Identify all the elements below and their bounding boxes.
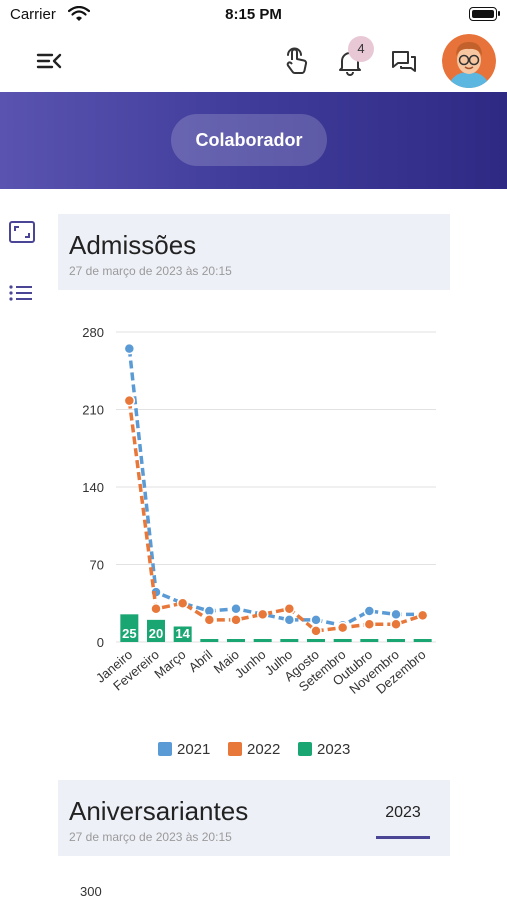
data-point (150, 603, 162, 615)
bar (120, 614, 139, 642)
touch-gesture-icon[interactable] (283, 46, 311, 76)
bar-value-label: 20 (149, 626, 163, 641)
legend-swatch (228, 742, 242, 756)
data-point (310, 614, 322, 626)
data-point (283, 614, 296, 626)
data-point (230, 603, 242, 615)
data-point (390, 608, 402, 621)
status-bar: Carrier 8:15 PM (0, 0, 507, 30)
admissoes-chart: 0 70 140 210 280 Janeiro Fevereiro Março Abril Ma… (58, 290, 450, 768)
year-tab-indicator (376, 836, 430, 839)
admissoes-card-header: Admissões 27 de março de 2023 às 20:15 (58, 214, 450, 290)
top-navigation-bar: 4 (0, 30, 507, 92)
data-point (123, 342, 136, 355)
carrier-label: Carrier (10, 6, 56, 23)
data-point (363, 618, 376, 631)
user-avatar[interactable] (442, 34, 496, 88)
y-tick-label: 0 (97, 635, 104, 650)
x-tick-label: Março (151, 647, 188, 682)
colaborador-tab[interactable]: Colaborador (171, 114, 327, 166)
legend-label: 2022 (247, 741, 280, 758)
data-point (390, 618, 402, 631)
card-title: Aniversariantes (69, 796, 249, 826)
bar (307, 639, 325, 642)
bar (280, 639, 299, 642)
data-point (416, 609, 429, 622)
list-icon[interactable] (8, 282, 34, 304)
data-point (256, 608, 269, 621)
legend-swatch (158, 742, 172, 756)
notification-count-badge: 4 (348, 36, 374, 62)
bar (333, 639, 352, 642)
data-point (336, 621, 349, 634)
x-tick-label: Abril (186, 647, 216, 675)
data-point (363, 605, 376, 617)
y-tick-label: 210 (82, 403, 104, 418)
bar-value-label: 14 (175, 626, 190, 641)
year-tab-2023[interactable]: 2023 (385, 804, 421, 821)
bar (413, 639, 432, 642)
bar (227, 639, 245, 642)
aniversariantes-card-header: Aniversariantes 27 de março de 2023 às 2… (58, 780, 450, 856)
legend-label: 2021 (177, 741, 210, 758)
data-point (283, 603, 296, 615)
legend-swatch (298, 742, 312, 756)
bar (253, 639, 272, 642)
bar (147, 619, 165, 642)
admissoes-chart-svg: 070140210280JaneiroFevereiroMarçoAbrilMa… (82, 325, 436, 758)
y-tick-label: 300 (80, 884, 102, 899)
series-line (127, 400, 424, 633)
data-point (176, 597, 189, 609)
data-point (310, 625, 322, 637)
hero-banner: Colaborador (0, 92, 507, 189)
bar (173, 626, 192, 642)
y-tick-label: 70 (90, 558, 104, 573)
x-tick-label: Junho (232, 647, 269, 681)
y-tick-label: 280 (82, 325, 104, 340)
card-timestamp: 27 de março de 2023 às 20:15 (69, 830, 232, 844)
card-title: Admissões (69, 230, 197, 260)
data-point (230, 614, 242, 626)
bar (387, 639, 405, 642)
wifi-icon (68, 6, 90, 21)
expand-icon[interactable] (8, 220, 36, 244)
bar-value-label: 25 (122, 626, 136, 641)
battery-icon (469, 7, 500, 21)
menu-collapse-icon[interactable] (36, 50, 62, 72)
chat-icon[interactable] (390, 48, 418, 76)
card-timestamp: 27 de março de 2023 às 20:15 (69, 264, 232, 278)
bar (200, 639, 219, 642)
clock: 8:15 PM (225, 6, 282, 23)
data-point (203, 614, 216, 626)
legend-label: 2023 (317, 741, 350, 758)
data-point (123, 394, 136, 407)
bar (360, 639, 379, 642)
y-tick-label: 140 (82, 480, 104, 495)
